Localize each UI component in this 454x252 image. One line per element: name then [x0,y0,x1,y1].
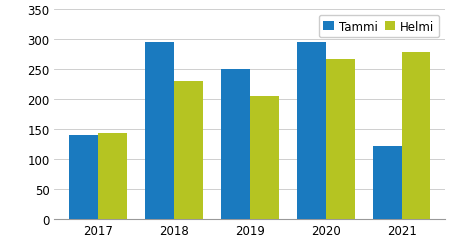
Bar [221,70,250,219]
Bar [250,96,279,219]
Bar [326,60,355,219]
Bar [297,42,326,219]
Bar [402,52,430,219]
Bar [69,136,98,219]
Bar [145,42,174,219]
Legend: Tammi, Helmi: Tammi, Helmi [319,16,439,38]
Bar [174,81,202,219]
Bar [373,146,402,219]
Bar [98,133,127,219]
